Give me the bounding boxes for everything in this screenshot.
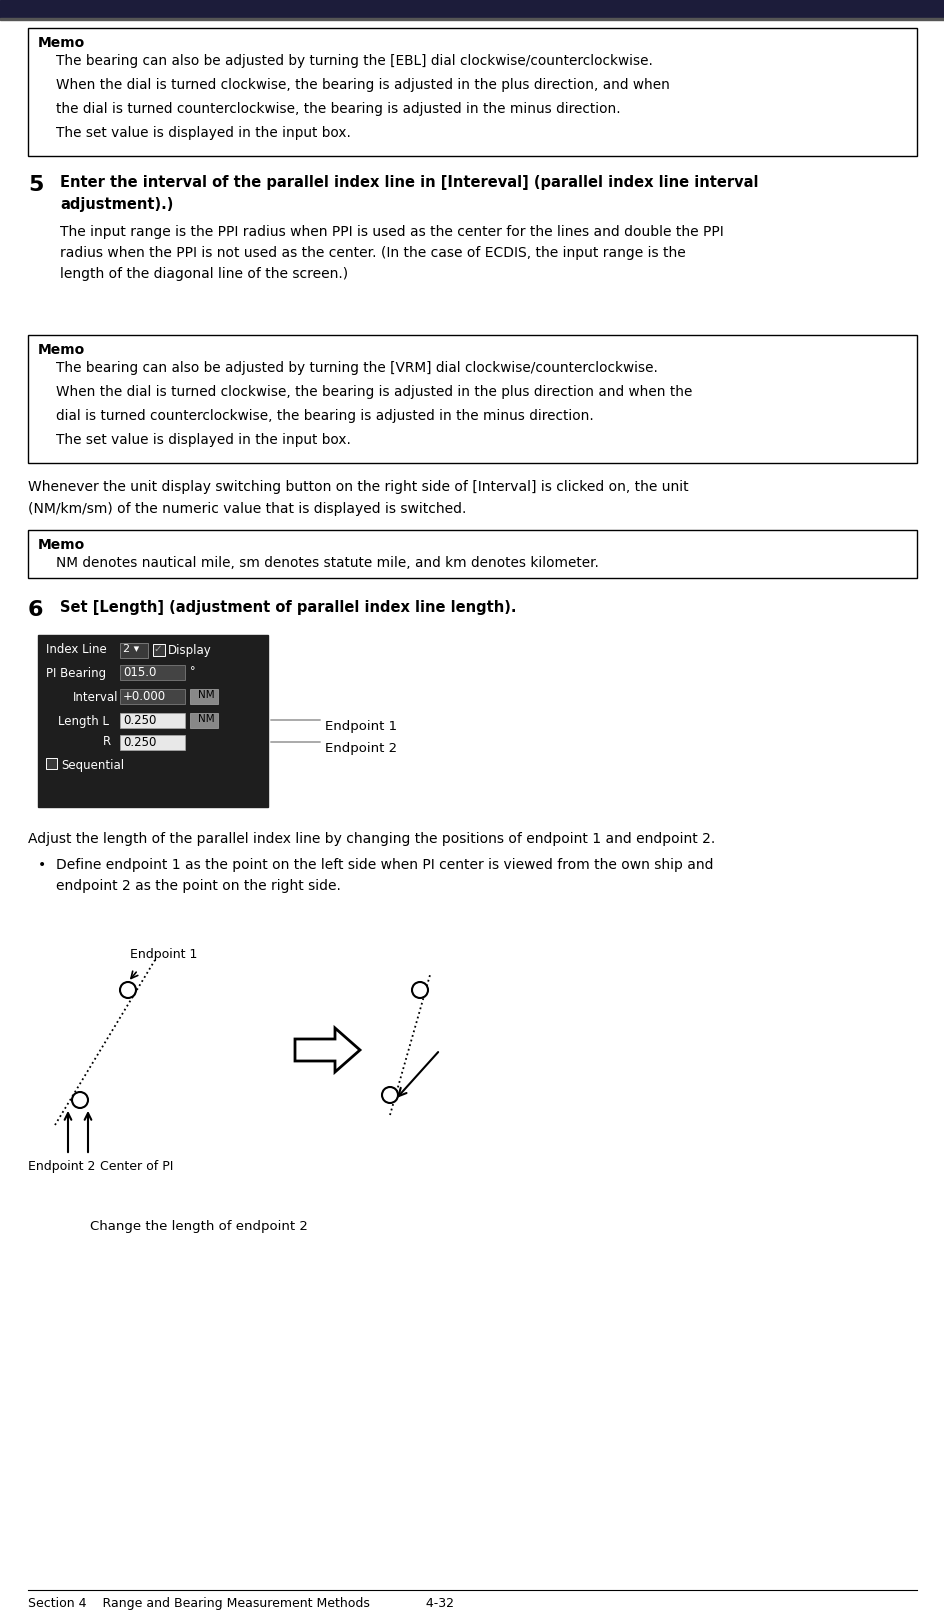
Bar [120, 644, 148, 658]
Bar [0, 18, 944, 19]
Bar [0, 0, 944, 18]
Text: •: • [38, 858, 46, 872]
Text: (NM/km/sm) of the numeric value that is displayed is switched.: (NM/km/sm) of the numeric value that is … [28, 503, 466, 515]
Text: Center of PI: Center of PI [100, 1161, 173, 1174]
Text: endpoint 2 as the point on the right side.: endpoint 2 as the point on the right sid… [56, 879, 341, 893]
Bar [120, 665, 185, 679]
Text: Index Line: Index Line [46, 644, 107, 657]
Text: 0.250: 0.250 [123, 736, 156, 749]
Text: Interval: Interval [73, 691, 118, 704]
Circle shape [412, 982, 428, 999]
Text: Enter the interval of the parallel index line in [Intereval] (parallel index lin: Enter the interval of the parallel index… [59, 175, 758, 190]
Text: NM: NM [198, 713, 214, 725]
Text: Memo: Memo [38, 36, 85, 50]
Text: 6: 6 [28, 600, 43, 619]
Text: When the dial is turned clockwise, the bearing is adjusted in the plus direction: When the dial is turned clockwise, the b… [56, 78, 669, 92]
Text: Memo: Memo [38, 538, 85, 553]
Text: Endpoint 2: Endpoint 2 [325, 742, 396, 755]
Text: 5: 5 [28, 175, 43, 195]
Bar [190, 689, 218, 704]
Text: Length L: Length L [58, 715, 109, 728]
Text: radius when the PPI is not used as the center. (In the case of ECDIS, the input : radius when the PPI is not used as the c… [59, 246, 685, 259]
Text: Sequential: Sequential [61, 759, 124, 772]
Text: 2 ▾: 2 ▾ [123, 644, 139, 653]
Circle shape [120, 982, 136, 999]
Text: 0.250: 0.250 [123, 713, 156, 726]
Text: Change the length of endpoint 2: Change the length of endpoint 2 [90, 1221, 308, 1234]
Text: Memo: Memo [38, 344, 85, 357]
Text: The set value is displayed in the input box.: The set value is displayed in the input … [56, 126, 350, 139]
Polygon shape [295, 1028, 360, 1071]
Text: adjustment).): adjustment).) [59, 198, 173, 212]
Text: Set [Length] (adjustment of parallel index line length).: Set [Length] (adjustment of parallel ind… [59, 600, 516, 614]
Text: When the dial is turned clockwise, the bearing is adjusted in the plus direction: When the dial is turned clockwise, the b… [56, 386, 692, 399]
Text: Adjust the length of the parallel index line by changing the positions of endpoi: Adjust the length of the parallel index … [28, 832, 715, 846]
Text: Define endpoint 1 as the point on the left side when PI center is viewed from th: Define endpoint 1 as the point on the le… [56, 858, 713, 872]
Text: length of the diagonal line of the screen.): length of the diagonal line of the scree… [59, 267, 347, 280]
Bar [28, 336, 916, 464]
Text: The set value is displayed in the input box.: The set value is displayed in the input … [56, 433, 350, 447]
Text: 015.0: 015.0 [123, 666, 156, 679]
Text: The input range is the PPI radius when PPI is used as the center for the lines a: The input range is the PPI radius when P… [59, 225, 723, 238]
Text: The bearing can also be adjusted by turning the [VRM] dial clockwise/countercloc: The bearing can also be adjusted by turn… [56, 361, 657, 374]
Text: R: R [103, 734, 111, 747]
Text: The bearing can also be adjusted by turning the [EBL] dial clockwise/countercloc: The bearing can also be adjusted by turn… [56, 53, 652, 68]
Bar [120, 689, 185, 704]
Circle shape [381, 1088, 397, 1102]
Circle shape [72, 1093, 88, 1109]
Text: Display: Display [168, 644, 211, 657]
Text: NM denotes nautical mile, sm denotes statute mile, and km denotes kilometer.: NM denotes nautical mile, sm denotes sta… [56, 556, 598, 571]
Text: Endpoint 1: Endpoint 1 [130, 948, 197, 961]
Text: Whenever the unit display switching button on the right side of [Interval] is cl: Whenever the unit display switching butt… [28, 480, 688, 494]
Text: NM: NM [198, 691, 214, 700]
Bar [46, 759, 57, 768]
Bar [28, 28, 916, 156]
Text: dial is turned counterclockwise, the bearing is adjusted in the minus direction.: dial is turned counterclockwise, the bea… [56, 408, 593, 423]
Text: °: ° [190, 666, 195, 676]
Text: the dial is turned counterclockwise, the bearing is adjusted in the minus direct: the dial is turned counterclockwise, the… [56, 102, 620, 117]
Text: Endpoint 2: Endpoint 2 [28, 1161, 95, 1174]
Bar [38, 635, 268, 807]
Text: Section 4    Range and Bearing Measurement Methods              4-32: Section 4 Range and Bearing Measurement … [28, 1597, 453, 1610]
Text: ✓: ✓ [153, 644, 161, 653]
Text: +0.000: +0.000 [123, 691, 166, 704]
Bar [120, 734, 185, 751]
Bar [190, 713, 218, 728]
Bar [120, 713, 185, 728]
Bar [28, 530, 916, 579]
Bar [153, 644, 165, 657]
Text: PI Bearing: PI Bearing [46, 666, 106, 679]
Text: Endpoint 1: Endpoint 1 [325, 720, 396, 733]
